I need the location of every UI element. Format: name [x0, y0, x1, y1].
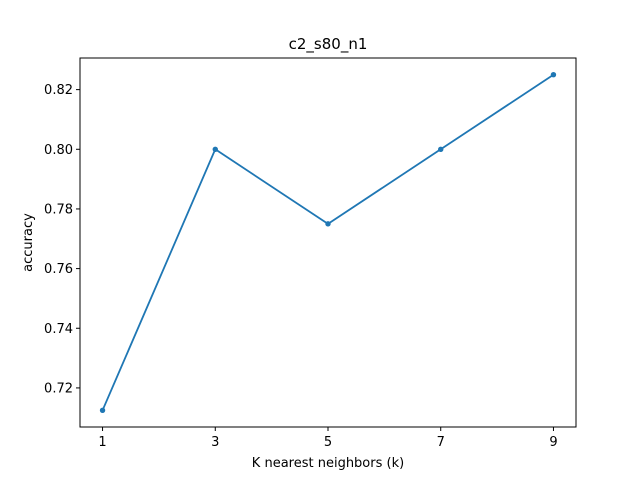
- data-point: [550, 72, 557, 78]
- series-layer: [99, 72, 557, 413]
- chart-title: c2_s80_n1: [289, 35, 368, 54]
- y-tick-label: 0.78: [44, 202, 73, 217]
- x-tick-label: 1: [98, 435, 106, 450]
- x-tick-label: 3: [211, 435, 219, 450]
- data-point: [325, 221, 331, 227]
- x-axis-label: K nearest neighbors (k): [252, 456, 404, 471]
- x-axis: 1 3 5 7 9: [98, 427, 558, 450]
- x-tick-label: 9: [549, 435, 557, 450]
- data-point: [212, 146, 218, 152]
- y-tick-label: 0.76: [44, 262, 73, 277]
- y-axis-label: accuracy: [21, 213, 36, 272]
- y-tick-label: 0.72: [44, 381, 73, 396]
- x-tick-label: 7: [437, 435, 445, 450]
- y-tick-label: 0.80: [44, 143, 73, 158]
- x-tick-label: 5: [324, 435, 332, 450]
- y-tick-label: 0.82: [44, 83, 73, 98]
- y-axis: 0.72 0.74 0.76 0.78 0.80 0.82: [44, 83, 80, 396]
- y-tick-label: 0.74: [44, 322, 73, 337]
- data-point: [99, 407, 106, 413]
- data-point: [438, 146, 444, 152]
